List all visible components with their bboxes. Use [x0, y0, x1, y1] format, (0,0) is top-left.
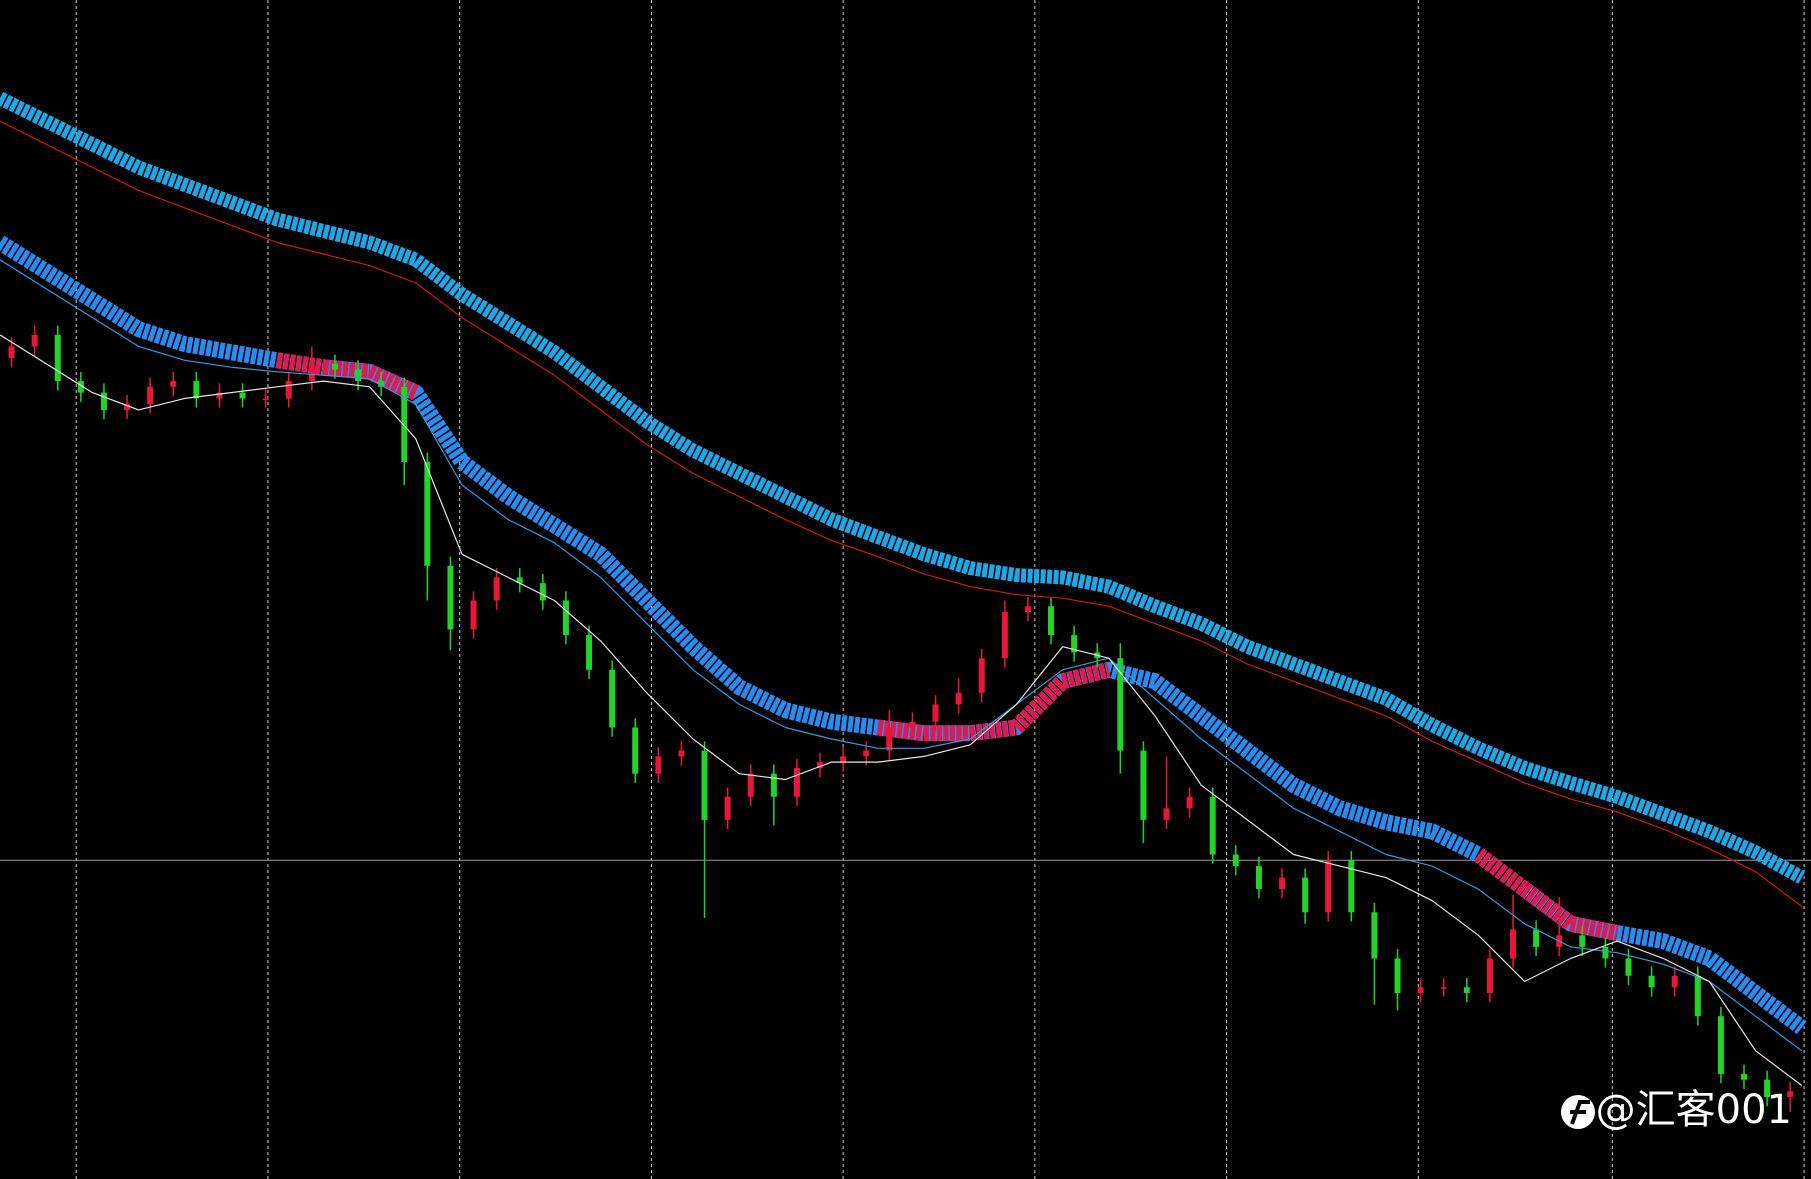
candle-body	[863, 750, 870, 757]
candle-body	[701, 750, 708, 820]
band-segment	[1569, 915, 1619, 941]
candle-body	[747, 773, 754, 797]
candle-body	[1001, 612, 1008, 659]
candle-body	[285, 381, 292, 399]
candle-body	[770, 773, 777, 797]
candle-body	[562, 600, 569, 636]
candle-body	[262, 398, 269, 400]
band-segment	[969, 719, 1018, 742]
candle-body	[1717, 1016, 1724, 1074]
candle-body	[609, 669, 616, 728]
candle-body	[516, 577, 523, 584]
candle-body	[678, 750, 685, 757]
candle-body	[1764, 1079, 1771, 1098]
candle-body	[124, 404, 131, 410]
candle-body	[147, 386, 154, 405]
band-segment	[1473, 848, 1530, 896]
band-segment	[1060, 661, 1111, 690]
candle-body	[331, 363, 338, 370]
band-segment	[1519, 882, 1576, 931]
candle-body	[1163, 808, 1170, 820]
candle-body	[1787, 1091, 1794, 1098]
candle-body	[170, 381, 177, 387]
candle-body	[793, 767, 800, 797]
moving-average	[0, 334, 1803, 1086]
candle-body	[932, 704, 939, 722]
candle-body	[1302, 877, 1309, 913]
candle-body	[1348, 860, 1355, 913]
candle-body	[1325, 860, 1332, 913]
candle-body	[1417, 987, 1424, 994]
candle-body	[1371, 912, 1378, 959]
candle-body	[447, 565, 454, 630]
candle-body	[817, 762, 824, 768]
candle-body	[1533, 929, 1540, 947]
candle-body	[1279, 877, 1286, 890]
band-segment	[1010, 675, 1069, 734]
moving-average	[0, 259, 1803, 1052]
candle-body	[1440, 987, 1447, 989]
candle-body	[54, 334, 61, 382]
candle-body	[100, 392, 107, 410]
candle-body	[1694, 975, 1701, 1017]
candle-body	[424, 461, 431, 566]
candle-body	[193, 381, 200, 399]
candle-body	[1255, 866, 1262, 890]
candle-body	[909, 721, 916, 728]
candle-body	[655, 756, 662, 774]
candle-body	[1741, 1073, 1748, 1080]
candle-body	[1625, 958, 1632, 976]
candle-body	[308, 363, 315, 382]
candle-body	[724, 796, 731, 820]
candle-body	[1186, 796, 1193, 809]
band-segment	[876, 719, 925, 742]
candle-body	[1048, 606, 1055, 636]
candle-body	[493, 577, 500, 601]
candle-body	[378, 381, 385, 387]
candle-body	[1024, 606, 1031, 613]
candle-body	[840, 756, 847, 763]
watermark-text: @汇客001	[1596, 1087, 1792, 1133]
moving-average	[0, 120, 1803, 907]
candle-body	[8, 346, 15, 358]
candle-body	[401, 386, 408, 462]
watermark-logo-glyph	[1570, 1100, 1590, 1125]
candle-body	[1209, 796, 1216, 855]
candle-body	[632, 727, 639, 774]
watermark: @汇客001	[1561, 1087, 1792, 1133]
band	[0, 91, 1806, 884]
candle-body	[1579, 935, 1586, 947]
candle-body	[1671, 975, 1678, 988]
candle-body	[470, 600, 477, 630]
candle-body	[978, 658, 985, 693]
candle-body	[1117, 658, 1124, 751]
candle-body	[1510, 929, 1517, 959]
candle-body	[1463, 987, 1470, 994]
candle-body	[1071, 635, 1078, 653]
candle-body	[955, 692, 962, 705]
candle-body	[31, 334, 38, 347]
candle-body	[1394, 958, 1401, 994]
candle-body	[355, 369, 362, 382]
candle-body	[586, 635, 593, 670]
band-segment	[366, 364, 420, 400]
candle-body	[1486, 958, 1493, 994]
candle-body	[539, 583, 546, 601]
band-segment	[322, 359, 371, 380]
candle-body	[77, 381, 84, 393]
candle-body	[1602, 946, 1609, 959]
candle-body	[886, 727, 893, 751]
candle-body	[239, 392, 246, 399]
band-segment	[276, 352, 325, 376]
candle-body	[1232, 854, 1239, 867]
candle-body	[1140, 750, 1147, 820]
candle-body	[1648, 975, 1655, 988]
candle-body	[216, 392, 223, 399]
